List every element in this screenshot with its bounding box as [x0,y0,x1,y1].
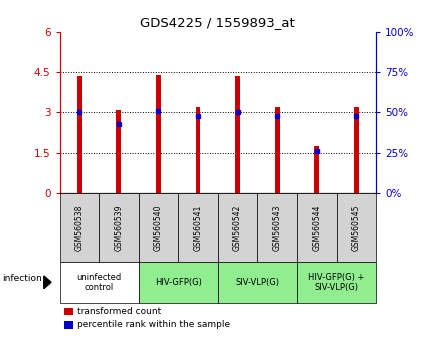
Text: percentile rank within the sample: percentile rank within the sample [76,320,230,329]
Text: GSM560539: GSM560539 [114,204,123,251]
Text: uninfected
control: uninfected control [76,273,122,292]
Bar [77,76,82,193]
Bar [235,76,240,193]
Bar [314,146,319,193]
Bar [116,110,121,193]
Bar [275,107,280,193]
Text: infection: infection [2,274,42,282]
Text: HIV-GFP(G): HIV-GFP(G) [155,278,202,287]
Bar [156,75,161,193]
Text: GSM560542: GSM560542 [233,204,242,251]
Text: GSM560543: GSM560543 [273,204,282,251]
Text: SIV-VLP(G): SIV-VLP(G) [235,278,279,287]
Text: GSM560540: GSM560540 [154,204,163,251]
Polygon shape [44,276,51,289]
Text: GSM560538: GSM560538 [75,204,84,251]
Text: HIV-GFP(G) +
SIV-VLP(G): HIV-GFP(G) + SIV-VLP(G) [309,273,365,292]
Text: GSM560544: GSM560544 [312,204,321,251]
Bar [196,107,201,193]
Text: GSM560541: GSM560541 [193,204,203,251]
Text: transformed count: transformed count [76,307,161,316]
Text: GSM560545: GSM560545 [352,204,361,251]
Bar [354,107,359,193]
Title: GDS4225 / 1559893_at: GDS4225 / 1559893_at [140,16,295,29]
